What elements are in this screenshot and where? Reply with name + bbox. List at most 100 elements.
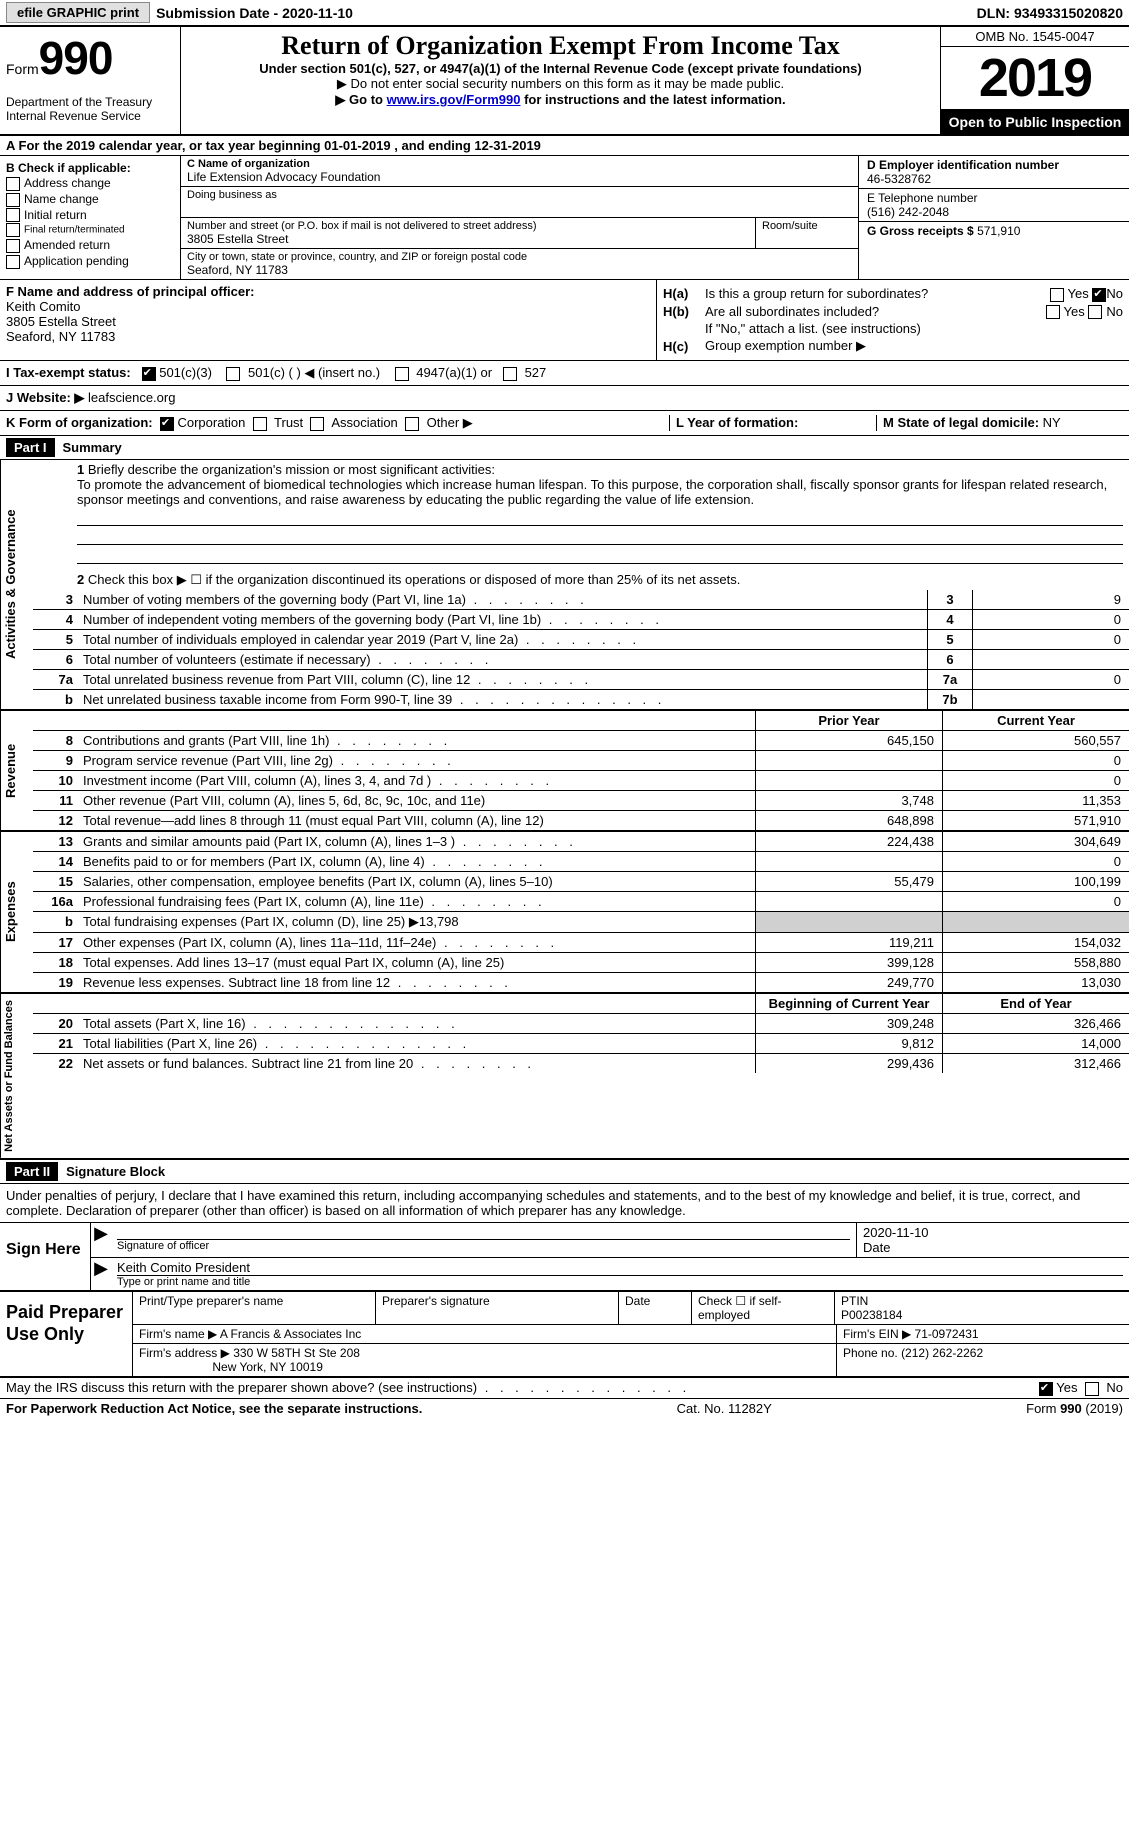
note-ssn: ▶ Do not enter social security numbers o… [189,76,932,92]
discuss-no[interactable] [1085,1382,1099,1396]
department: Department of the Treasury Internal Reve… [6,95,174,123]
efile-button[interactable]: efile GRAPHIC print [6,2,150,23]
yes-label: Yes [1056,1380,1077,1395]
chk-app-pending[interactable]: Application pending [6,254,174,269]
ein-value: 46-5328762 [867,172,1121,186]
line13-cy: 304,649 [942,832,1129,851]
org-name-cell: C Name of organization Life Extension Ad… [181,156,858,187]
header-left: Form990 Department of the Treasury Inter… [0,27,181,134]
col-b-checkboxes: B Check if applicable: Address change Na… [0,156,181,279]
line9: Program service revenue (Part VIII, line… [79,751,755,770]
hb-note: If "No," attach a list. (see instruction… [663,321,1123,336]
line13: Grants and similar amounts paid (Part IX… [79,832,755,851]
line3: Number of voting members of the governin… [79,590,927,609]
line20: Total assets (Part X, line 16) [79,1014,755,1033]
paid-preparer-label: Paid Preparer Use Only [0,1292,132,1376]
line14-py [755,852,942,871]
chk-501c3[interactable] [142,367,156,381]
chk-amended[interactable]: Amended return [6,238,174,253]
col-h-group: H(a) Is this a group return for subordin… [657,280,1129,360]
line7b-value [972,690,1129,709]
tab-expenses: Expenses [0,832,33,992]
line16a: Professional fundraising fees (Part IX, … [79,892,755,911]
address-row: Number and street (or P.O. box if mail i… [181,218,858,249]
section-expenses: Expenses 13Grants and similar amounts pa… [0,832,1129,994]
officer-name: Keith Comito [6,299,650,314]
chk-corporation[interactable] [160,417,174,431]
hdr-end-year: End of Year [942,994,1129,1013]
row-j-website: J Website: ▶ leafscience.org [0,386,1129,411]
tel-value: (516) 242-2048 [867,205,1121,219]
hb-yes[interactable]: Yes [1046,304,1085,320]
tax-status-label: I Tax-exempt status: [6,365,131,380]
arrow-icon: ▶ [91,1258,111,1290]
line22-cy: 312,466 [942,1054,1129,1073]
chk-name-change[interactable]: Name change [6,192,174,207]
opt-501c3: 501(c)(3) [159,365,212,380]
line7b: Net unrelated business taxable income fr… [79,690,927,709]
line4-value: 0 [972,610,1129,629]
chk-501c[interactable] [226,367,240,381]
col-c-org-info: C Name of organization Life Extension Ad… [181,156,858,279]
line8-cy: 560,557 [942,731,1129,750]
hdr-prior-year: Prior Year [755,711,942,730]
pp-date-label: Date [619,1292,692,1324]
section-bcd: B Check if applicable: Address change Na… [0,156,1129,280]
line12: Total revenue—add lines 8 through 11 (mu… [79,811,755,830]
city-state-zip: Seaford, NY 11783 [187,263,852,277]
form-header: Form990 Department of the Treasury Inter… [0,27,1129,136]
gross-label: G Gross receipts $ [867,224,974,238]
line16a-py [755,892,942,911]
chk-final-return[interactable]: Final return/terminated [6,223,174,237]
ha-no[interactable]: No [1089,286,1123,302]
part1-header: Part I Summary [0,436,1129,460]
addr-label: Number and street (or P.O. box if mail i… [187,220,749,232]
form990-link[interactable]: www.irs.gov/Form990 [387,92,521,107]
sign-here-row: Sign Here ▶ Signature of officer 2020-11… [0,1223,1129,1292]
chk-other[interactable] [405,417,419,431]
form-org-label: K Form of organization: [6,415,153,430]
sig-officer-cap: Signature of officer [117,1240,850,1252]
row-a-tax-year: A For the 2019 calendar year, or tax yea… [0,136,1129,156]
chk-association[interactable] [310,417,324,431]
room-label: Room/suite [762,220,852,232]
website-label: J Website: ▶ [6,390,84,406]
section-fh: F Name and address of principal officer:… [0,280,1129,361]
chk-address-change[interactable]: Address change [6,176,174,191]
officer-label: F Name and address of principal officer: [6,284,255,299]
line14: Benefits paid to or for members (Part IX… [79,852,755,871]
line3-value: 9 [972,590,1129,609]
website-value: leafscience.org [88,390,175,406]
line6: Total number of volunteers (estimate if … [79,650,927,669]
hc-text: Group exemption number ▶ [705,338,1123,354]
chk-527[interactable] [503,367,517,381]
pp-self-employed[interactable]: Check ☐ if self-employed [692,1292,835,1324]
opt-corporation: Corporation [177,415,245,430]
officer-name-cap: Type or print name and title [117,1276,1123,1288]
gross-value: 571,910 [977,224,1020,238]
discuss-yes[interactable] [1039,1382,1053,1396]
col-d-ein: D Employer identification number 46-5328… [858,156,1129,279]
opt-trust: Trust [274,415,303,430]
form-title: Return of Organization Exempt From Incom… [189,31,932,61]
chk-trust[interactable] [253,417,267,431]
org-name: Life Extension Advocacy Foundation [187,170,852,184]
ha-yes[interactable]: Yes [1050,286,1089,302]
tel-label: E Telephone number [867,191,1121,205]
chk-4947[interactable] [395,367,409,381]
hb-text: Are all subordinates included? [705,304,1046,319]
line11-cy: 11,353 [942,791,1129,810]
city-label: City or town, state or province, country… [187,251,852,263]
line15-py: 55,479 [755,872,942,891]
chk-initial-return[interactable]: Initial return [6,208,174,223]
officer-name-title: Keith Comito President [117,1260,1123,1276]
arrow-icon: ▶ [91,1223,111,1257]
firm-addr2: New York, NY 10019 [212,1360,323,1374]
firm-phone: (212) 262-2262 [901,1346,983,1360]
section-activities: Activities & Governance 1 Briefly descri… [0,460,1129,711]
hb-no[interactable]: No [1085,304,1123,320]
domicile-label: M State of legal domicile: [883,415,1039,430]
officer-addr1: 3805 Estella Street [6,314,650,329]
line19: Revenue less expenses. Subtract line 18 … [79,973,755,992]
sig-intro: Under penalties of perjury, I declare th… [0,1184,1129,1223]
